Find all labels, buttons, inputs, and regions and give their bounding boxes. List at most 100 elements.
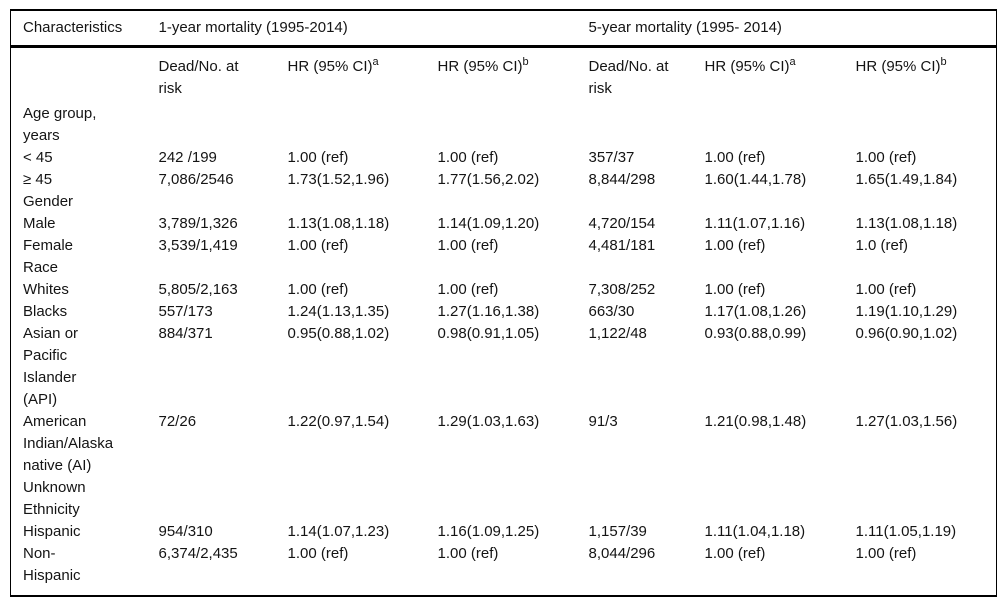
cell [693, 100, 844, 147]
hr-label: HR (95% CI) [437, 58, 523, 75]
cell [844, 100, 997, 147]
cell [693, 499, 844, 521]
footnote-marker-b: b [940, 56, 947, 68]
cell [577, 477, 693, 499]
cell [426, 191, 577, 213]
cell: 884/371 [158, 325, 213, 342]
cell: 1.00 (ref) [855, 149, 917, 166]
cell: 1.11(1.04,1.18) [704, 523, 806, 540]
table-header: Characteristics 1-year mortality (1995-2… [10, 10, 997, 101]
table-row: ≥ 45 7,086/2546 1.73(1.52,1.96) 1.77(1.56,2… [11, 169, 997, 191]
cell: 1.77(1.56,2.02) [437, 171, 540, 188]
table-row: Age group, years [11, 100, 997, 147]
cell: 0.96(0.90,1.02) [855, 325, 958, 342]
cell: 6,374/2,435 [158, 545, 238, 562]
cell: 1.16(1.09,1.25) [437, 523, 540, 540]
cell: 1,157/39 [588, 523, 647, 540]
cell: 1.00 (ref) [437, 149, 499, 166]
cell: 1.29(1.03,1.63) [437, 413, 540, 430]
row-label: Non- Hispanic [23, 545, 81, 584]
cell: 0.93(0.88,0.99) [704, 325, 807, 342]
cell: 1.00 (ref) [704, 545, 766, 562]
cell: 1.24(1.13,1.35) [287, 303, 390, 320]
row-label: Male [23, 215, 56, 232]
cell: 242 /199 [158, 149, 217, 166]
table-row: Blacks 557/173 1.24(1.13,1.35) 1.27(1.16,1.… [11, 301, 997, 323]
cell [276, 477, 426, 499]
cell: 1,122/48 [588, 325, 647, 342]
cell [276, 257, 426, 279]
table-row: Male 3,789/1,326 1.13(1.08,1.18) 1.14(1.09,… [11, 213, 997, 235]
table-row: Gender [11, 191, 997, 213]
footnote-marker-a: a [372, 56, 379, 68]
cell [577, 257, 693, 279]
subheader-empty [11, 47, 147, 101]
cell [693, 257, 844, 279]
subheader-hr-b-1yr: HR (95% CI)b [426, 47, 577, 101]
cell: 1.11(1.07,1.16) [704, 215, 806, 232]
header-row-groups: Characteristics 1-year mortality (1995-2… [10, 10, 997, 48]
cell: 1.27(1.03,1.56) [855, 413, 958, 430]
cell: 1.00 (ref) [437, 281, 499, 298]
row-label: Unknown [23, 479, 86, 496]
mortality-table: Characteristics 1-year mortality (1995-2… [10, 9, 998, 597]
row-label: Blacks [23, 303, 68, 320]
subheader-dead-risk-5yr: Dead/No. at risk [588, 58, 669, 97]
hr-label: HR (95% CI) [855, 58, 941, 75]
cell: 1.60(1.44,1.78) [704, 171, 807, 188]
row-label: Gender [23, 193, 74, 210]
row-label: Asian or Pacific Islander (API) [23, 325, 79, 408]
hr-label: HR (95% CI) [704, 58, 790, 75]
cell: 1.13(1.08,1.18) [855, 215, 958, 232]
subheader-dead-risk-1yr: Dead/No. at risk [158, 58, 239, 97]
cell [693, 477, 844, 499]
cell [577, 100, 693, 147]
cell: 1.19(1.10,1.29) [855, 303, 958, 320]
subheader-hr-a-1yr: HR (95% CI)a [276, 47, 426, 101]
cell: 1.00 (ref) [704, 149, 766, 166]
cell [844, 499, 997, 521]
cell: 7,086/2546 [158, 171, 234, 188]
cell: 3,539/1,419 [158, 237, 238, 254]
table-body: Age group, years < 45 242 /199 1.00 (ref) 1.… [11, 100, 997, 596]
footnote-marker-a: a [789, 56, 796, 68]
row-label: Age group, years [23, 105, 97, 144]
cell: 0.98(0.91,1.05) [437, 325, 540, 342]
cell: 1.00 (ref) [704, 281, 766, 298]
cell: 91/3 [588, 413, 618, 430]
cell [426, 257, 577, 279]
cell [147, 477, 276, 499]
cell [426, 100, 577, 147]
cell [147, 499, 276, 521]
cell [577, 499, 693, 521]
cell: 72/26 [158, 413, 197, 430]
cell: 3,789/1,326 [158, 215, 238, 232]
cell: 1.21(0.98,1.48) [704, 413, 807, 430]
cell: 8,044/296 [588, 545, 656, 562]
cell [276, 499, 426, 521]
cell: 1.22(0.97,1.54) [287, 413, 390, 430]
cell: 1.00 (ref) [287, 149, 349, 166]
cell: 1.00 (ref) [704, 237, 766, 254]
cell: 7,308/252 [588, 281, 656, 298]
cell [276, 100, 426, 147]
footnote-marker-b: b [522, 56, 529, 68]
cell [577, 191, 693, 213]
cell [426, 477, 577, 499]
cell: 1.14(1.07,1.23) [287, 523, 390, 540]
cell: 1.11(1.05,1.19) [855, 523, 957, 540]
table-row: American Indian/Alaska native (AI) 72/26 1… [11, 411, 997, 477]
row-label: Hispanic [23, 523, 81, 540]
hr-label: HR (95% CI) [287, 58, 373, 75]
cell [844, 477, 997, 499]
cell: 5,805/2,163 [158, 281, 238, 298]
table-row: Race [11, 257, 997, 279]
table-row: Hispanic 954/310 1.14(1.07,1.23) 1.16(1.09,… [11, 521, 997, 543]
col-header-characteristics: Characteristics [10, 10, 147, 48]
cell: 1.14(1.09,1.20) [437, 215, 540, 232]
cell: 4,481/181 [588, 237, 656, 254]
table-row: Asian or Pacific Islander (API) 884/371 0.… [11, 323, 997, 411]
table-row: Non- Hispanic 6,374/2,435 1.00 (ref) 1.00 (… [11, 543, 997, 596]
cell: 557/173 [158, 303, 213, 320]
cell: 1.65(1.49,1.84) [855, 171, 958, 188]
